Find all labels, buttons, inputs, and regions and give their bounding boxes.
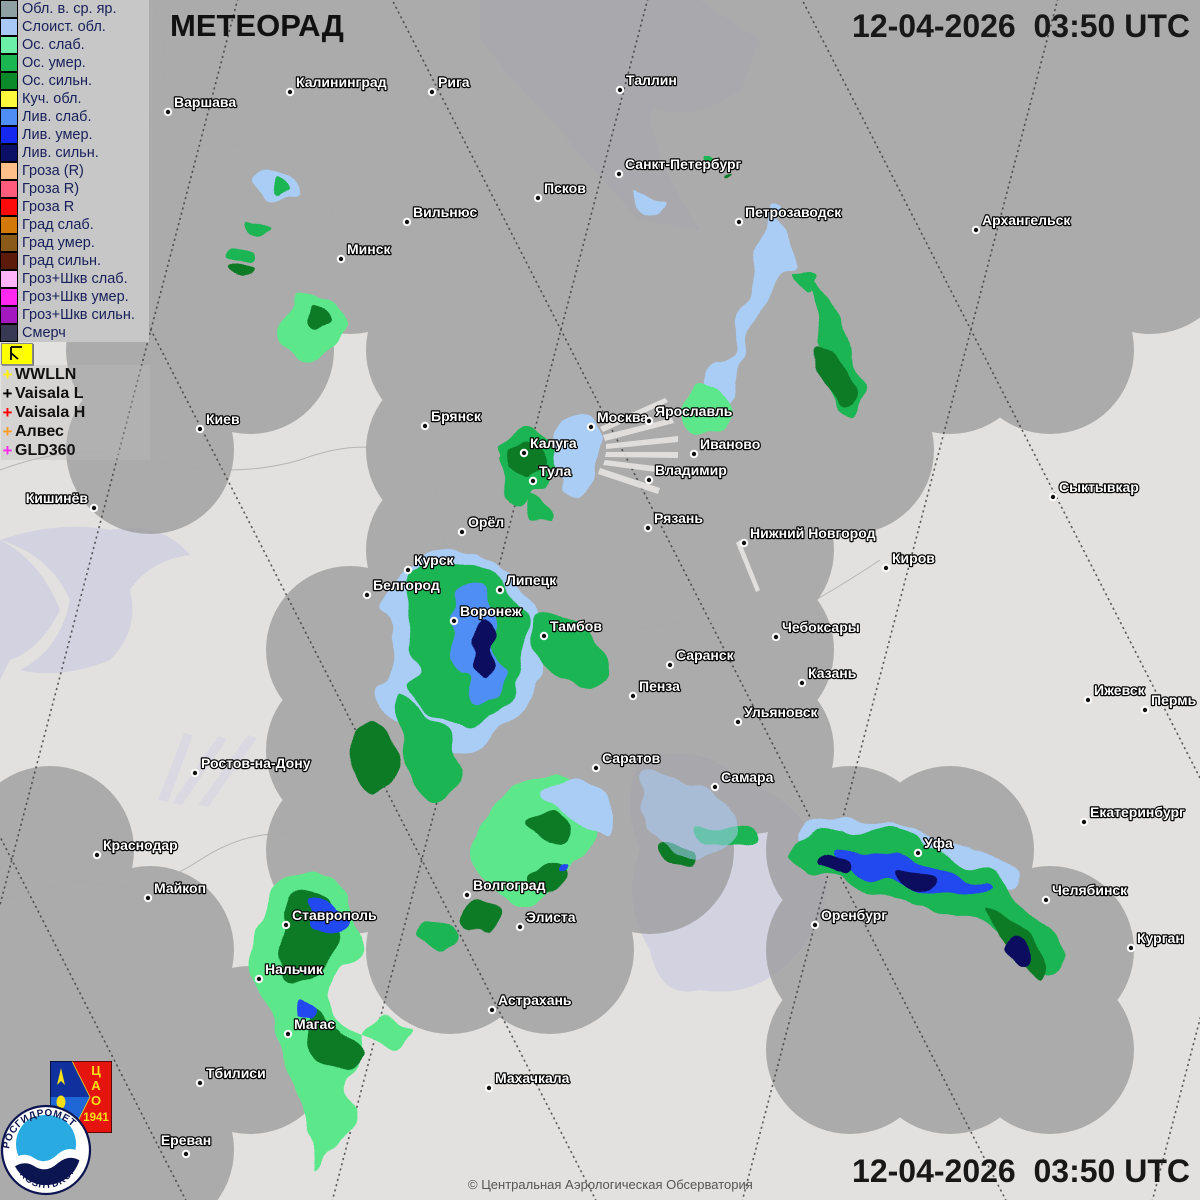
svg-text:Орёл: Орёл (468, 514, 504, 530)
svg-text:Самара: Самара (721, 769, 774, 785)
svg-text:Ярославль: Ярославль (655, 403, 733, 419)
svg-text:Казань: Казань (808, 665, 857, 681)
svg-text:Курган: Курган (1137, 930, 1184, 946)
svg-text:Екатеринбург: Екатеринбург (1090, 804, 1185, 820)
svg-text:Нальчик: Нальчик (265, 961, 324, 977)
svg-text:Ставрополь: Ставрополь (292, 907, 377, 923)
svg-text:Кишинёв: Кишинёв (26, 490, 89, 506)
svg-text:Чебоксары: Чебоксары (782, 619, 860, 635)
svg-text:Таллин: Таллин (626, 72, 677, 88)
svg-text:Оренбург: Оренбург (821, 907, 887, 923)
svg-text:Ульяновск: Ульяновск (744, 704, 819, 720)
svg-text:Майкоп: Майкоп (154, 880, 206, 896)
svg-text:Варшава: Варшава (174, 94, 236, 110)
svg-text:Пенза: Пенза (639, 678, 680, 694)
svg-text:Петрозаводск: Петрозаводск (745, 204, 842, 220)
svg-text:Тула: Тула (539, 463, 572, 479)
svg-text:Минск: Минск (347, 241, 392, 257)
svg-text:Санкт-Петербург: Санкт-Петербург (625, 156, 742, 172)
svg-text:Ц: Ц (91, 1063, 101, 1078)
svg-text:Саратов: Саратов (602, 750, 661, 766)
svg-text:Вильнюс: Вильнюс (413, 204, 477, 220)
svg-text:Элиста: Элиста (526, 909, 576, 925)
svg-text:Воронеж: Воронеж (460, 603, 523, 619)
svg-text:Рига: Рига (438, 74, 470, 90)
svg-text:Ростов-на-Дону: Ростов-на-Дону (201, 755, 311, 771)
svg-text:Пермь: Пермь (1151, 692, 1197, 708)
svg-text:А: А (91, 1078, 101, 1093)
svg-text:Ижевск: Ижевск (1094, 682, 1146, 698)
svg-text:Брянск: Брянск (431, 408, 482, 424)
svg-text:Калининград: Калининград (296, 74, 387, 90)
svg-text:Ереван: Ереван (161, 1132, 211, 1148)
svg-text:О: О (91, 1093, 101, 1108)
svg-text:Тамбов: Тамбов (550, 618, 602, 634)
svg-text:Липецк: Липецк (506, 572, 557, 588)
svg-text:Тбилиси: Тбилиси (206, 1065, 266, 1081)
svg-text:Киров: Киров (892, 550, 935, 566)
svg-text:Владимир: Владимир (655, 462, 727, 478)
svg-text:Саранск: Саранск (676, 647, 735, 663)
svg-text:Киев: Киев (206, 411, 240, 427)
svg-text:Сыктывкар: Сыктывкар (1059, 479, 1139, 495)
svg-text:Волгоград: Волгоград (473, 877, 546, 893)
svg-text:Нижний Новгород: Нижний Новгород (750, 525, 876, 541)
svg-text:Уфа: Уфа (924, 835, 953, 851)
svg-text:Архангельск: Архангельск (982, 212, 1071, 228)
svg-text:Белгород: Белгород (373, 577, 440, 593)
svg-text:Краснодар: Краснодар (103, 837, 178, 853)
svg-text:Махачкала: Махачкала (495, 1070, 570, 1086)
svg-text:Курск: Курск (414, 552, 454, 568)
svg-text:Калуга: Калуга (530, 435, 577, 451)
svg-text:Челябинск: Челябинск (1052, 882, 1128, 898)
svg-text:Астрахань: Астрахань (498, 992, 572, 1008)
svg-text:Псков: Псков (544, 180, 586, 196)
svg-text:Рязань: Рязань (654, 510, 703, 526)
svg-text:Иваново: Иваново (700, 436, 760, 452)
svg-text:Магас: Магас (294, 1016, 335, 1032)
svg-text:Москва: Москва (597, 409, 648, 425)
